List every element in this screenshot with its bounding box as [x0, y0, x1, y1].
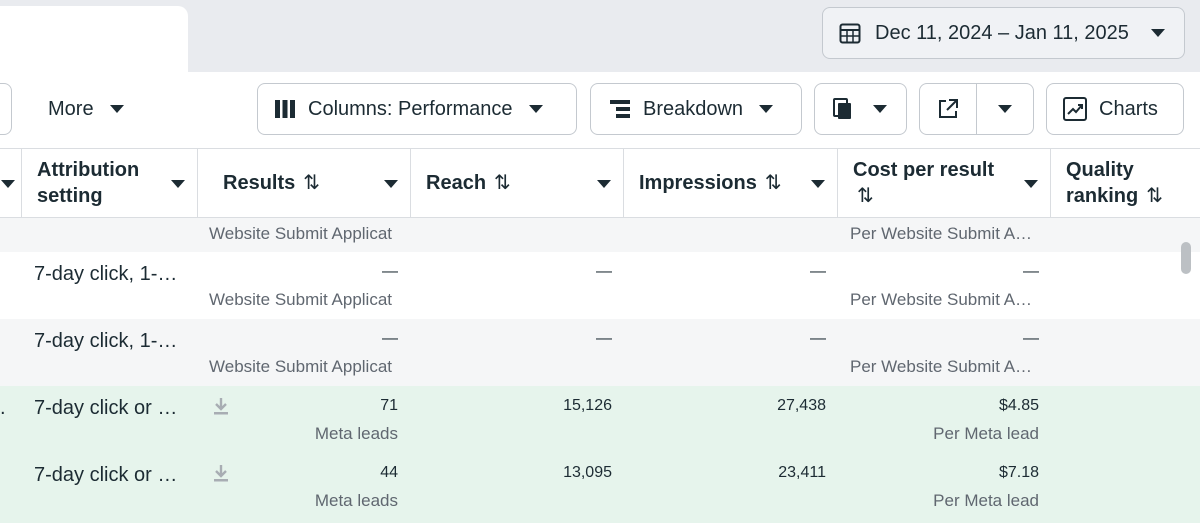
attribution-cell: 7-day click or …: [34, 397, 178, 419]
sort-icon[interactable]: ⇅: [764, 172, 782, 194]
breakdown-label: Breakdown: [643, 97, 744, 120]
reports-icon: [831, 98, 853, 120]
column-header-quality-ranking[interactable]: Quality ranking ⇅: [1051, 149, 1200, 217]
results-value: 44: [380, 464, 398, 481]
calendar-icon: [839, 23, 861, 44]
row-lead-mark: .: [0, 397, 6, 419]
reports-button[interactable]: [814, 83, 907, 135]
sort-icon[interactable]: ⇅: [494, 172, 511, 194]
breakdown-icon: [609, 99, 631, 119]
attribution-header-label: Attribution setting: [37, 157, 139, 209]
chart-icon: [1063, 97, 1087, 121]
chevron-down-icon: [759, 105, 774, 113]
sort-icon[interactable]: ⇅: [1146, 185, 1164, 207]
column-header-reach[interactable]: Reach ⇅: [411, 149, 624, 217]
table-row[interactable]: 7-day click, 1-… — Website Submit Applic…: [0, 252, 1200, 319]
results-subtext: Website Submit Applicat: [209, 290, 392, 309]
table-row[interactable]: Website Submit Applicat Per Website Subm…: [0, 218, 1200, 252]
column-header-cost-per-result[interactable]: Cost per result ⇅: [838, 149, 1051, 217]
date-range-label: Dec 11, 2024 – Jan 11, 2025: [875, 21, 1129, 44]
export-button[interactable]: [920, 84, 976, 134]
chevron-down-icon: [998, 105, 1012, 113]
table-row[interactable]: 7-day click or … 44 Meta leads 13,095 23…: [0, 453, 1200, 523]
impressions-value: —: [810, 263, 826, 280]
results-subtext: Meta leads: [314, 424, 398, 443]
sort-icon[interactable]: ⇅: [303, 172, 321, 194]
vertical-scrollbar[interactable]: [1181, 242, 1191, 274]
reach-header-label: Reach: [426, 172, 487, 194]
more-button[interactable]: More: [30, 83, 140, 135]
cost-subtext: Per Website Submit A…: [850, 290, 1033, 309]
reach-value: 13,095: [563, 464, 612, 481]
chevron-down-icon: [1150, 29, 1165, 37]
chevron-down-icon: [811, 180, 825, 188]
attribution-header-line2: setting: [37, 185, 103, 207]
impressions-header-label: Impressions: [639, 172, 757, 194]
cost-subtext: Per Website Submit A…: [850, 224, 1033, 243]
results-value: —: [382, 330, 398, 347]
results-subtext: Website Submit Applicat: [209, 224, 392, 243]
cost-value: —: [1023, 263, 1039, 280]
breakdown-button[interactable]: Breakdown: [590, 83, 802, 135]
column-header-attribution-setting[interactable]: Attribution setting: [22, 149, 198, 217]
chevron-down-icon: [597, 180, 611, 188]
columns-button[interactable]: Columns: Performance: [257, 83, 577, 135]
chevron-down-icon: [1024, 180, 1038, 188]
date-range-button[interactable]: Dec 11, 2024 – Jan 11, 2025: [822, 7, 1185, 59]
results-subtext: Website Submit Applicat: [209, 357, 392, 376]
chevron-down-icon: [109, 105, 124, 113]
attribution-cell: 7-day click, 1-…: [34, 330, 178, 352]
cost-subtext: Per Website Submit A…: [850, 357, 1033, 376]
table-header: Attribution setting Results ⇅ Reach ⇅ Im…: [0, 148, 1200, 218]
chevron-down-icon: [528, 105, 543, 113]
attribution-header-line1: Attribution: [37, 159, 140, 181]
cost-value: $7.18: [998, 464, 1039, 481]
columns-icon: [274, 99, 296, 119]
export-dropdown-button[interactable]: [977, 84, 1033, 134]
columns-label: Columns: Performance: [308, 97, 513, 120]
export-icon: [939, 99, 958, 118]
download-icon[interactable]: [212, 463, 230, 483]
impressions-value: 23,411: [778, 464, 826, 481]
chevron-down-icon: [171, 180, 185, 188]
results-header-label: Results: [223, 172, 296, 194]
left-edge-button[interactable]: [0, 83, 12, 135]
charts-button[interactable]: Charts: [1046, 83, 1184, 135]
column-header-partial[interactable]: [0, 149, 22, 217]
reach-value: 15,126: [563, 397, 612, 414]
cost-header-label: Cost per result ⇅: [853, 157, 994, 209]
cost-subtext: Per Meta lead: [933, 424, 1039, 443]
reach-value: —: [596, 263, 612, 280]
cost-subtext: Per Meta lead: [933, 491, 1039, 510]
column-header-impressions[interactable]: Impressions ⇅: [624, 149, 838, 217]
divider: [976, 84, 977, 134]
chevron-down-icon: [1, 180, 15, 188]
more-label: More: [48, 97, 94, 120]
results-value: —: [382, 263, 398, 280]
export-button-group: [919, 83, 1034, 135]
chevron-down-icon: [384, 180, 398, 188]
table-row[interactable]: 7-day click, 1-… — Website Submit Applic…: [0, 319, 1200, 386]
sort-icon[interactable]: ⇅: [857, 185, 874, 207]
attribution-cell: 7-day click or …: [34, 464, 178, 486]
table-body: Website Submit Applicat Per Website Subm…: [0, 218, 1200, 523]
toolbar: More Columns: Performance Breakdown: [0, 72, 1200, 148]
attribution-cell: 7-day click, 1-…: [34, 263, 178, 285]
download-icon[interactable]: [212, 396, 230, 416]
impressions-value: 27,438: [777, 397, 826, 414]
impressions-value: —: [810, 330, 826, 347]
charts-label: Charts: [1099, 97, 1158, 120]
quality-header-label: Quality ranking ⇅: [1066, 157, 1163, 209]
results-subtext: Meta leads: [314, 491, 398, 510]
cost-value: —: [1023, 330, 1039, 347]
column-header-results[interactable]: Results ⇅: [198, 149, 411, 217]
results-value: 71: [380, 397, 398, 414]
reach-value: —: [596, 330, 612, 347]
chevron-down-icon: [873, 105, 887, 113]
cost-header-line1: Cost per result: [853, 159, 995, 181]
table-row[interactable]: . 7-day click or … 71 Meta leads 15,126 …: [0, 386, 1200, 453]
quality-header-line2: ranking: [1066, 185, 1139, 207]
cost-value: $4.85: [998, 397, 1039, 414]
quality-header-line1: Quality: [1066, 159, 1134, 181]
